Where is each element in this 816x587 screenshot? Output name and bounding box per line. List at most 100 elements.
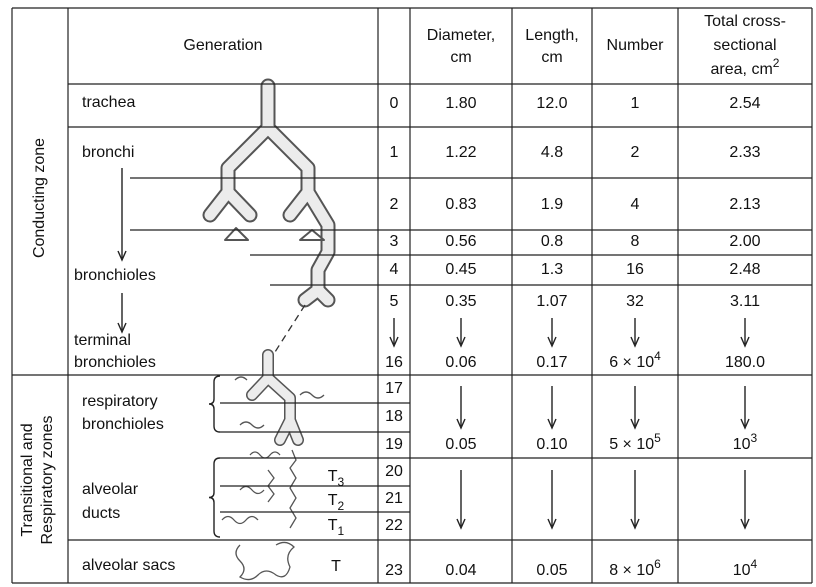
generation-number: 23	[385, 562, 403, 579]
zone-label: Transitional and	[19, 423, 36, 536]
header-diameter: cm	[450, 49, 471, 66]
diameter: 0.45	[445, 261, 476, 278]
diameter: 0.83	[445, 196, 476, 213]
generation-number: 0	[390, 95, 399, 112]
area: 2.33	[729, 144, 760, 161]
length: 12.0	[536, 95, 567, 112]
airway-name: bronchioles	[82, 416, 164, 433]
area: 3.11	[730, 293, 760, 310]
generation-number: 20	[385, 463, 403, 480]
area-base: 10	[733, 436, 751, 453]
area: 2.54	[729, 95, 760, 112]
length: 1.9	[541, 196, 563, 213]
area-base: 2.00	[729, 233, 760, 250]
generation-number: 2	[390, 196, 399, 213]
diameter: 0.35	[445, 293, 476, 310]
area-base: 2.54	[729, 95, 760, 112]
number: 5 × 105	[609, 431, 661, 453]
length: 1.07	[536, 293, 567, 310]
area: 2.00	[729, 233, 760, 250]
area-sup: 3	[751, 431, 758, 445]
number-base: 2	[631, 144, 640, 161]
duct-mark-base: T	[331, 558, 341, 575]
number-base: 8	[631, 233, 640, 250]
number: 4	[631, 196, 640, 213]
diameter: 1.80	[445, 95, 476, 112]
number-base: 4	[631, 196, 640, 213]
duct-mark-base: T	[328, 492, 338, 509]
length: 1.3	[541, 261, 563, 278]
number: 8	[631, 233, 640, 250]
diameter: 0.05	[445, 436, 476, 453]
length: 0.17	[536, 354, 567, 371]
length: 0.05	[536, 562, 567, 579]
duct-mark: T2	[328, 492, 345, 513]
generation-number: 21	[385, 490, 403, 507]
number-sup: 6	[654, 557, 661, 571]
header-length: cm	[541, 49, 562, 66]
airway-name: bronchioles	[74, 267, 156, 284]
diameter: 0.04	[445, 562, 476, 579]
number-sup: 4	[654, 349, 661, 363]
generation-number: 16	[385, 354, 403, 371]
number-base: 6 × 10	[609, 354, 654, 371]
duct-mark: T1	[328, 517, 345, 538]
length: 0.8	[541, 233, 563, 250]
generation-number: 17	[385, 380, 403, 397]
area: 104	[733, 557, 758, 579]
airway-name: trachea	[82, 94, 135, 111]
header-area: Total cross-	[704, 13, 786, 30]
airway-name: ducts	[82, 505, 120, 522]
generation-number: 1	[390, 144, 399, 161]
header-number: Number	[607, 37, 665, 54]
generation-number: 18	[385, 408, 403, 425]
number-base: 16	[626, 261, 644, 278]
number: 16	[626, 261, 644, 278]
generation-number: 4	[390, 261, 399, 278]
number: 8 × 106	[609, 557, 661, 579]
area-base: 10	[733, 562, 751, 579]
number-base: 5 × 10	[609, 436, 654, 453]
header-generation: Generation	[183, 37, 262, 54]
number-sup: 5	[654, 431, 661, 445]
header-diameter: Diameter,	[427, 27, 495, 44]
header-area-base: area, cm	[711, 61, 773, 78]
generation-number: 3	[390, 233, 399, 250]
number-base: 8 × 10	[609, 562, 654, 579]
area-base: 2.48	[729, 261, 760, 278]
number-base: 32	[626, 293, 644, 310]
diameter: 0.56	[445, 233, 476, 250]
number: 2	[631, 144, 640, 161]
airway-name: alveolar	[82, 481, 139, 498]
header-length: Length,	[525, 27, 578, 44]
area-base: 2.13	[729, 196, 760, 213]
header-area: sectional	[713, 37, 776, 54]
airway-name: respiratory	[82, 393, 158, 410]
number-base: 1	[631, 95, 640, 112]
area-base: 3.11	[730, 293, 760, 310]
airway-table: Generation Diameter, cm Length, cm Number Tota…	[0, 0, 816, 587]
duct-mark-sub: 2	[338, 499, 345, 513]
duct-mark-base: T	[328, 517, 338, 534]
area: 180.0	[725, 354, 765, 371]
length: 0.10	[536, 436, 567, 453]
number: 32	[626, 293, 644, 310]
area: 103	[733, 431, 758, 453]
zone-label: Respiratory zones	[39, 416, 56, 545]
airway-name: terminal	[74, 332, 131, 349]
length: 4.8	[541, 144, 563, 161]
area-base: 180.0	[725, 354, 765, 371]
airway-name: alveolar sacs	[82, 557, 175, 574]
duct-mark-base: T	[328, 468, 338, 485]
airway-tree	[210, 86, 328, 580]
duct-mark: T	[331, 558, 341, 575]
number: 6 × 104	[609, 349, 661, 371]
area-base: 2.33	[729, 144, 760, 161]
area: 2.48	[729, 261, 760, 278]
diameter: 1.22	[445, 144, 476, 161]
airway-name: bronchioles	[74, 354, 156, 371]
header-area: area, cm2	[711, 56, 780, 78]
header-area-sup: 2	[773, 56, 780, 70]
duct-mark-sub: 1	[338, 524, 345, 538]
area: 2.13	[729, 196, 760, 213]
